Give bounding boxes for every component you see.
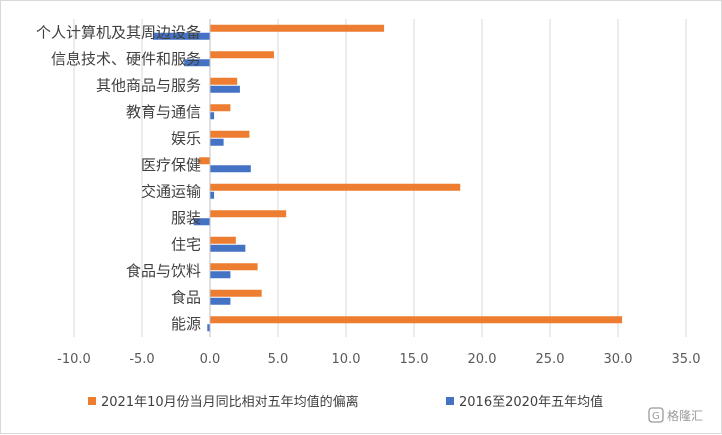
bar-deviation [210, 316, 623, 324]
g-logo-icon [648, 407, 664, 423]
category-label: 医疗保健 [141, 156, 201, 174]
x-tick-label: 35.0 [672, 352, 701, 367]
bar-five-year-average [207, 324, 210, 332]
category-label: 教育与通信 [126, 103, 201, 121]
bar-five-year-average [210, 165, 251, 173]
bar-five-year-average [184, 59, 210, 67]
category-label: 交通运输 [141, 182, 201, 200]
bar-deviation [210, 130, 250, 138]
category-label: 个人计算机及其周边设备 [36, 23, 201, 41]
category-label: 能源 [171, 315, 201, 333]
x-tick-label: 25.0 [536, 352, 565, 367]
category-label: 娱乐 [171, 129, 201, 147]
legend: 2021年10月份当月同比相对五年均值的偏离 2016至2020年五年均值 [88, 394, 603, 410]
category-label: 服装 [171, 209, 201, 227]
bar-deviation [210, 24, 385, 32]
bar-five-year-average [210, 138, 224, 146]
bar-five-year-average [210, 85, 240, 93]
bar-five-year-average [210, 271, 231, 279]
category-label: 信息技术、硬件和服务 [51, 50, 201, 68]
bar-deviation [210, 289, 262, 297]
legend-swatch-orange [88, 397, 96, 405]
x-tick-label: -10.0 [57, 352, 91, 367]
watermark: G 格隆汇 [648, 407, 703, 423]
legend-swatch-blue [446, 397, 454, 405]
bar-marks [152, 24, 623, 332]
bar-deviation [210, 210, 287, 218]
category-labels: 个人计算机及其周边设备信息技术、硬件和服务其他商品与服务教育与通信娱乐医疗保健交… [36, 23, 201, 333]
x-tick-label: 30.0 [604, 352, 633, 367]
x-tick-label: 15.0 [400, 352, 429, 367]
bar-deviation [210, 183, 461, 191]
bar-deviation [210, 104, 231, 112]
category-label: 食品 [171, 288, 201, 306]
bar-deviation [210, 263, 258, 271]
bar-deviation [210, 77, 238, 85]
bar-deviation [210, 236, 236, 244]
bar-five-year-average [210, 191, 215, 199]
legend-label-deviation: 2021年10月份当月同比相对五年均值的偏离 [101, 394, 359, 410]
legend-label-five-year-average: 2016至2020年五年均值 [459, 394, 603, 410]
x-tick-label: 5.0 [268, 352, 289, 367]
bar-deviation [210, 51, 274, 59]
x-tick-label: -5.0 [129, 352, 154, 367]
bar-five-year-average [152, 32, 210, 40]
x-tick-label: 20.0 [468, 352, 497, 367]
bar-deviation [199, 157, 210, 165]
x-tick-label: 10.0 [332, 352, 361, 367]
x-tick-label: 0.0 [200, 352, 221, 367]
watermark-text: 格隆汇 [667, 408, 703, 423]
category-label: 其他商品与服务 [96, 76, 201, 94]
x-tick-labels: -10.0 -5.0 0.0 5.0 10.0 15.0 20.0 25.0 30.0 35.0 [57, 352, 700, 367]
bar-five-year-average [210, 244, 246, 252]
category-label: 食品与饮料 [126, 262, 201, 280]
g-logo-letter: G [652, 411, 660, 422]
category-label: 住宅 [171, 235, 201, 253]
bar-five-year-average [210, 112, 215, 120]
bar-five-year-average [193, 218, 210, 226]
bar-five-year-average [210, 297, 231, 305]
